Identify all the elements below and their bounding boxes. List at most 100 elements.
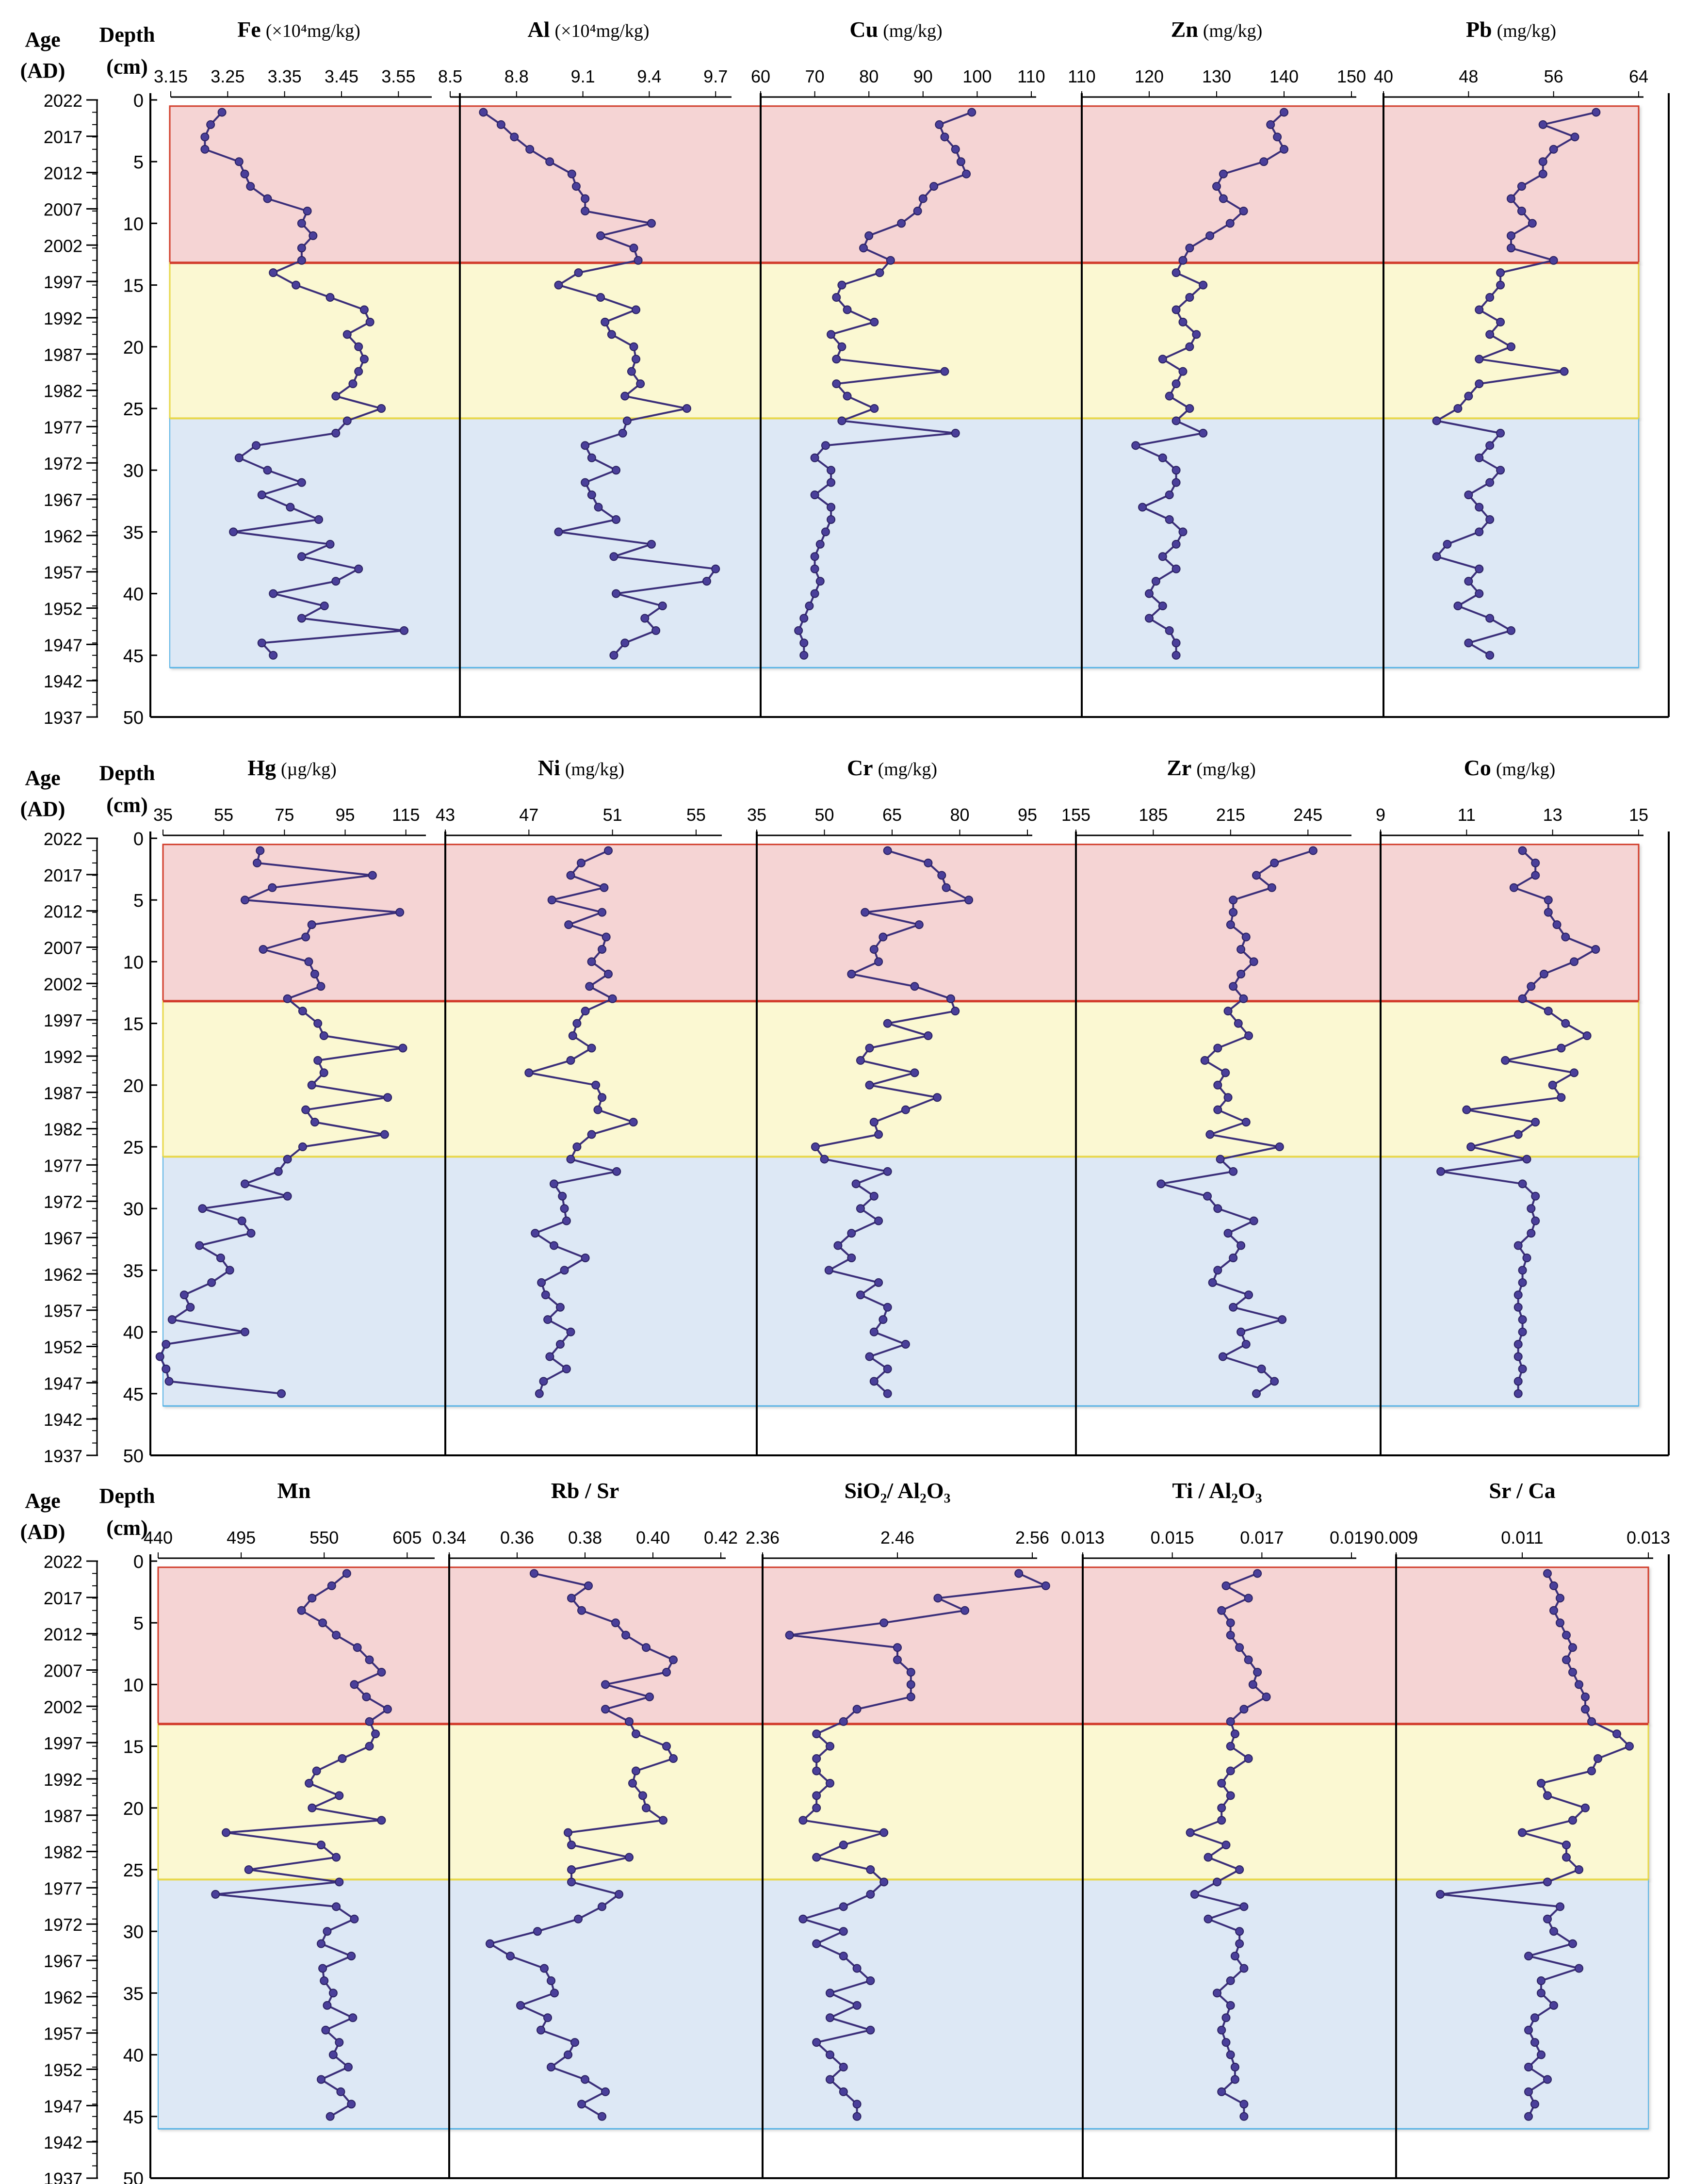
x-tick-label: 60 — [751, 66, 770, 86]
data-point — [810, 490, 819, 500]
data-point — [1239, 2100, 1249, 2109]
data-point — [524, 1068, 534, 1077]
age-unit-header: (AD) — [20, 797, 65, 821]
data-point — [268, 883, 277, 892]
data-point — [879, 1877, 889, 1887]
data-point — [1475, 379, 1484, 389]
data-point — [1229, 908, 1238, 917]
data-point — [186, 1303, 195, 1312]
data-point — [924, 1031, 933, 1041]
data-point — [1568, 1667, 1577, 1677]
data-point — [874, 1278, 883, 1287]
data-point — [596, 293, 605, 302]
data-point — [1216, 1155, 1225, 1164]
data-point — [162, 1340, 171, 1349]
data-point — [628, 1778, 637, 1788]
age-tick-label: 1937 — [44, 1446, 82, 1466]
data-point — [1205, 231, 1215, 240]
data-point — [1524, 2087, 1533, 2096]
data-point — [839, 1902, 848, 1911]
data-point — [826, 2013, 834, 2022]
panel-title-unit: (mg/kg) — [878, 759, 937, 780]
data-point — [833, 1241, 843, 1250]
data-point — [827, 466, 836, 475]
data-point — [1513, 1130, 1523, 1139]
data-point — [350, 1680, 359, 1689]
depth-header: Depth — [99, 23, 155, 47]
data-point — [1178, 367, 1188, 376]
data-point — [1235, 1643, 1244, 1652]
data-point — [400, 626, 409, 635]
x-tick-label: 95 — [336, 805, 355, 825]
depth-tick-label: 10 — [123, 1675, 144, 1695]
data-point — [572, 1142, 582, 1151]
age-tick-label: 2007 — [44, 938, 82, 958]
data-point — [632, 355, 641, 364]
data-point — [377, 404, 386, 413]
data-point — [1226, 1791, 1235, 1800]
data-point — [852, 2001, 862, 2010]
data-point — [1226, 1717, 1235, 1726]
data-point — [1213, 1204, 1222, 1213]
data-point — [1217, 1803, 1226, 1812]
x-tick-label: 9 — [1376, 805, 1385, 825]
data-point — [702, 577, 711, 586]
data-point — [839, 1717, 848, 1726]
data-point — [195, 1241, 204, 1250]
panel-title-element: SiO₂/ Al₂O₃ — [844, 1478, 950, 1503]
data-point — [347, 1952, 356, 1961]
data-point — [1221, 2013, 1231, 2022]
age-tick-label: 1977 — [44, 1878, 82, 1898]
data-point — [347, 2100, 356, 2109]
x-tick-label: 43 — [436, 805, 455, 825]
data-point — [811, 1142, 820, 1151]
data-point — [1530, 2038, 1539, 2047]
panel-title-unit: (mg/kg) — [1203, 21, 1262, 41]
data-point — [1518, 846, 1527, 855]
data-point — [837, 416, 846, 425]
data-point — [847, 1229, 856, 1238]
data-point — [155, 1352, 164, 1361]
data-point — [812, 1853, 821, 1862]
data-point — [827, 515, 836, 524]
data-point — [598, 945, 607, 954]
data-point — [883, 846, 892, 855]
age-tick-label: 1997 — [44, 272, 82, 292]
data-point — [525, 145, 535, 154]
data-point — [1186, 1828, 1195, 1837]
age-tick-label: 1962 — [44, 1265, 82, 1285]
panel-title-unit: (mg/kg) — [1496, 759, 1555, 780]
data-point — [1530, 2100, 1539, 2109]
data-point — [1531, 871, 1540, 880]
age-tick-label: 2012 — [44, 163, 82, 183]
data-point — [547, 1976, 555, 1985]
data-point — [942, 883, 951, 892]
data-point — [607, 330, 616, 339]
data-point — [946, 994, 955, 1003]
data-point — [933, 1093, 942, 1102]
depth-tick-label: 30 — [123, 1199, 144, 1220]
data-point — [1171, 379, 1181, 389]
data-point — [545, 157, 554, 166]
age-tick-label: 1972 — [44, 1192, 82, 1212]
data-point — [317, 1841, 325, 1850]
data-point — [1464, 391, 1473, 401]
data-point — [1248, 1680, 1257, 1689]
x-tick-label: 65 — [882, 805, 902, 825]
panel-title-element: Co — [1464, 755, 1491, 780]
data-point — [901, 1340, 910, 1349]
data-point — [309, 231, 318, 240]
data-point — [298, 1142, 307, 1151]
panel-co: Co (mg/kg) 9 11 13 15 — [1376, 755, 1648, 1398]
data-point — [587, 957, 596, 966]
depth-header: Depth — [99, 761, 155, 785]
data-point — [225, 1266, 234, 1275]
data-point — [365, 1742, 374, 1751]
data-point — [1485, 441, 1495, 450]
data-point — [257, 490, 266, 500]
data-point — [906, 1692, 915, 1701]
data-point — [1556, 1902, 1564, 1911]
data-point — [1219, 194, 1228, 203]
panel-title-element: Cr — [847, 755, 873, 780]
data-point — [577, 1606, 586, 1615]
